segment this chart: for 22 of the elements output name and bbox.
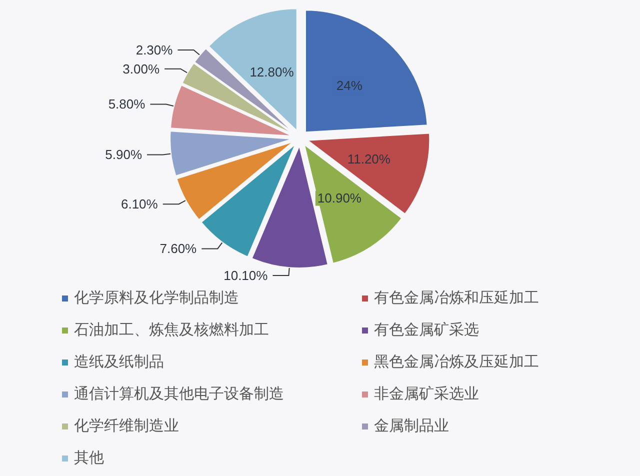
data-label: 5.90% — [105, 147, 142, 162]
legend-label: 石油加工、炼焦及核燃料加工 — [74, 322, 269, 338]
legend-label: 非金属矿采选业 — [374, 386, 479, 402]
data-label: 2.30% — [136, 42, 174, 58]
data-label: 6.10% — [120, 196, 158, 212]
data-label: 10.90% — [317, 190, 362, 206]
data-label: 24% — [336, 78, 363, 94]
legend-label: 其他 — [74, 450, 104, 466]
legend-label: 通信计算机及其他电子设备制造 — [74, 386, 284, 402]
legend-label: 有色金属矿采选 — [374, 322, 479, 338]
data-label: 7.60% — [160, 241, 198, 256]
data-label: 11.20% — [347, 151, 391, 166]
data-label: 3.00% — [122, 61, 160, 76]
data-label: 10.10% — [224, 268, 268, 284]
data-label: 12.80% — [250, 64, 294, 80]
legend-label: 化学原料及化学制品制造 — [74, 290, 239, 306]
legend-label: 有色金属冶炼和压延加工 — [374, 290, 539, 306]
data-label: 5.80% — [108, 96, 146, 112]
legend-label: 金属制品业 — [374, 418, 449, 434]
legend-label: 造纸及纸制品 — [74, 354, 164, 370]
legend-label: 黑色金属冶炼及压延加工 — [374, 354, 539, 370]
legend-label: 化学纤维制造业 — [74, 418, 179, 434]
